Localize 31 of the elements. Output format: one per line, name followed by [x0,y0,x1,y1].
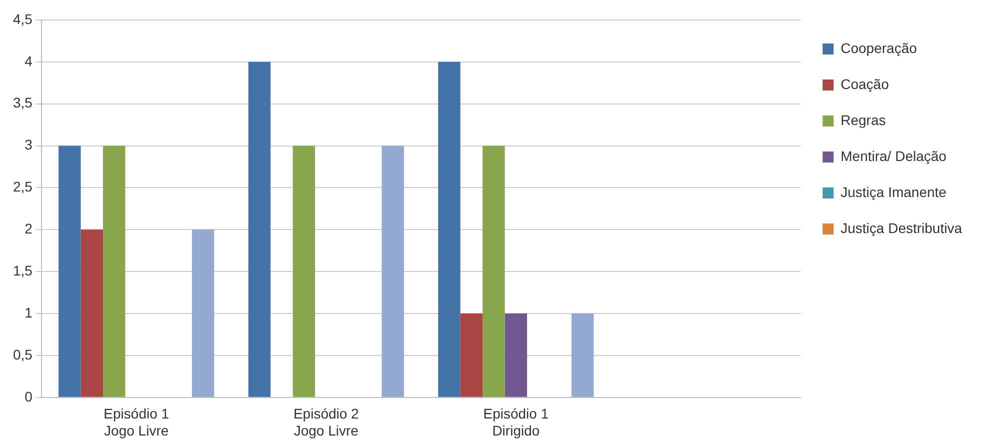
bar [192,230,214,397]
y-tick-label: 0 [24,388,33,404]
bar [58,146,81,397]
legend-label: Cooperação [840,40,918,56]
legend-label: Justiça Destributiva [840,220,962,236]
bar [248,62,271,397]
x-tick-label: Episódio 2 Jogo Livre [293,406,360,438]
y-tick-label: 1 [24,304,33,320]
legend-label: Coação [840,76,890,92]
y-tick-label: 3,5 [12,94,33,111]
bar [460,314,483,397]
y-tick-label: 2 [24,220,33,237]
y-tick-label: 4,5 [12,10,33,27]
bar [80,230,104,397]
x-tick-label: Episódio 1 Dirigido [483,406,549,438]
y-tick-label: 1,5 [12,262,33,278]
bar [504,314,528,397]
bar [572,314,594,397]
y-tick-label: 0,5 [12,346,33,362]
y-tick-label: 4 [24,52,33,69]
legend-label: Justiça Imanente [840,184,947,200]
x-tick-label: Episódio 1 Jogo Livre [104,406,170,438]
bar [482,146,505,397]
legend-label: Regras [840,112,886,128]
bar [292,146,316,397]
bar [438,62,460,397]
y-tick-label: 3 [24,136,33,153]
bar [382,146,404,397]
bar [103,146,126,397]
y-tick-label: 2,5 [12,178,33,195]
legend-label: Mentira/ Delação [840,148,947,164]
